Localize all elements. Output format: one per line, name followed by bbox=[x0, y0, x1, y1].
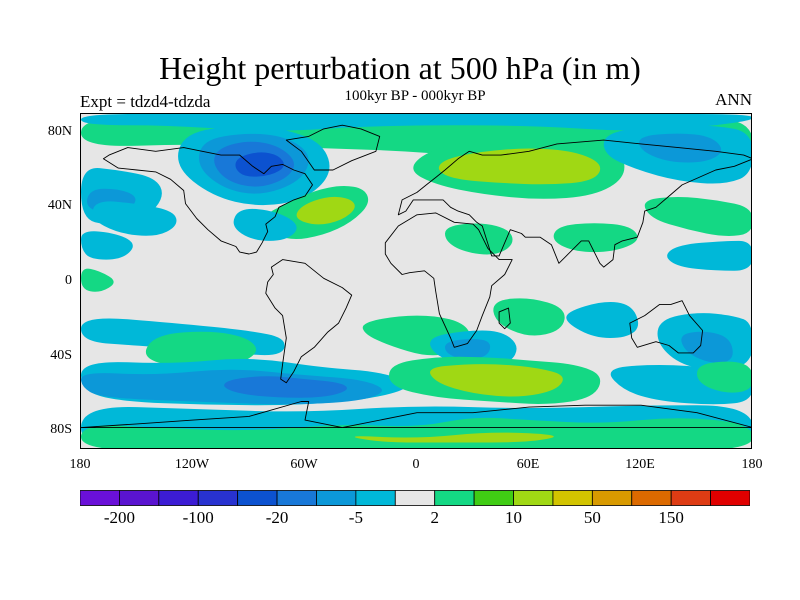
colorbar-swatch bbox=[316, 490, 357, 506]
chart-title: Height perturbation at 500 hPa (in m) bbox=[159, 50, 641, 86]
field-safrica-blue bbox=[445, 338, 491, 360]
field-so-pac-deep bbox=[224, 376, 347, 398]
field-so-atl-ridge-yellow bbox=[430, 364, 563, 397]
lat-tick-label: 80N bbox=[47, 123, 72, 139]
lat-tick-label: 80S bbox=[50, 422, 72, 438]
lon-tick-label: 180 bbox=[741, 457, 763, 472]
colorbar-swatch bbox=[276, 490, 317, 506]
height-perturbation-map bbox=[81, 114, 751, 448]
field-india-green bbox=[553, 223, 638, 253]
lon-tick-label: 0 bbox=[412, 457, 420, 472]
coastline-south-america bbox=[265, 259, 353, 384]
season-label: ANN bbox=[715, 90, 752, 109]
field-antarctic-yellow bbox=[354, 432, 554, 443]
colorbar-tick-label: -200 bbox=[103, 508, 135, 527]
lon-tick-label: 120W bbox=[174, 457, 210, 472]
field-sindian-green bbox=[493, 298, 565, 336]
coastline-antarctica bbox=[81, 401, 751, 429]
field-subtropic-pac-cyan bbox=[92, 201, 177, 236]
field-sindian-cyan bbox=[566, 302, 639, 338]
field-wpac-green-west bbox=[81, 268, 114, 292]
colorbar-swatch bbox=[552, 490, 593, 506]
colorbar-swatch bbox=[80, 490, 120, 506]
field-antarctic-green bbox=[81, 417, 751, 448]
colorbar-tick-label: -20 bbox=[265, 508, 289, 527]
colorbar-swatches bbox=[80, 490, 750, 506]
colorbar-swatch bbox=[591, 490, 633, 506]
colorbar-swatch bbox=[119, 490, 160, 506]
colorbar-tick-label: 50 bbox=[583, 508, 601, 527]
colorbar-swatch bbox=[394, 490, 436, 506]
field-nafrica-green bbox=[445, 223, 513, 255]
field-sh-eastpac-green bbox=[145, 331, 257, 368]
field-wpac-cyan bbox=[667, 240, 751, 271]
coastline-madagascar bbox=[498, 307, 511, 330]
lat-tick-label: 40S bbox=[50, 347, 72, 363]
colorbar-swatch bbox=[237, 490, 278, 506]
field-hawaii-cyan bbox=[81, 231, 133, 260]
colorbar-swatch bbox=[355, 490, 396, 506]
colorbar-tick-label: 2 bbox=[430, 508, 439, 527]
colorbar-swatch bbox=[434, 490, 475, 506]
lat-tick-label: 40N bbox=[47, 198, 72, 214]
lat-tick-label: 0 bbox=[65, 273, 72, 288]
coastline-north-america bbox=[102, 147, 313, 255]
colorbar-tick-label: -5 bbox=[348, 508, 363, 527]
field-eurasia-ridge-yellow bbox=[438, 148, 601, 185]
colorbar-swatch bbox=[473, 490, 514, 506]
lon-tick-label: 120E bbox=[625, 457, 655, 472]
colorbar-swatch bbox=[513, 490, 554, 506]
colorbar-tick-label: 150 bbox=[658, 508, 684, 527]
colorbar-swatch bbox=[197, 490, 239, 506]
chart-subtitle: 100kyr BP - 000kyr BP bbox=[344, 88, 486, 104]
colorbar-tick-label: 10 bbox=[505, 508, 523, 527]
colorbar-swatch bbox=[710, 490, 750, 506]
field-atlantic-ridge-yellow bbox=[296, 196, 355, 225]
coastline-europe-asia bbox=[397, 139, 751, 268]
colorbar-swatch bbox=[631, 490, 672, 506]
lon-tick-label: 60E bbox=[516, 457, 540, 472]
lon-tick-label: 60W bbox=[290, 457, 318, 472]
field-nw-pacific-green bbox=[644, 197, 751, 236]
field-so-ind-green bbox=[697, 361, 751, 393]
field-nepac-cyan bbox=[233, 208, 297, 241]
coastline-australia bbox=[629, 300, 704, 354]
coastline-greenland bbox=[285, 124, 381, 171]
colorbar-swatch bbox=[670, 490, 711, 506]
map-plot-area bbox=[80, 113, 752, 449]
colorbar bbox=[80, 490, 750, 506]
field-canada-low-deep bbox=[235, 152, 284, 177]
coastline-africa bbox=[384, 212, 513, 348]
colorbar-tick-label: -100 bbox=[182, 508, 214, 527]
lon-tick-label: 180 bbox=[69, 457, 91, 472]
experiment-label: Expt = tdzd4-tdzda bbox=[80, 92, 211, 111]
colorbar-swatch bbox=[158, 490, 199, 506]
field-aus-blue bbox=[681, 331, 733, 363]
